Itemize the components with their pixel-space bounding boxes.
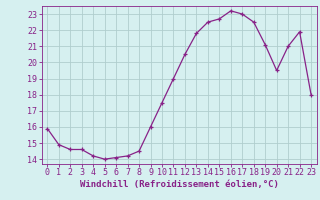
X-axis label: Windchill (Refroidissement éolien,°C): Windchill (Refroidissement éolien,°C)	[80, 180, 279, 189]
